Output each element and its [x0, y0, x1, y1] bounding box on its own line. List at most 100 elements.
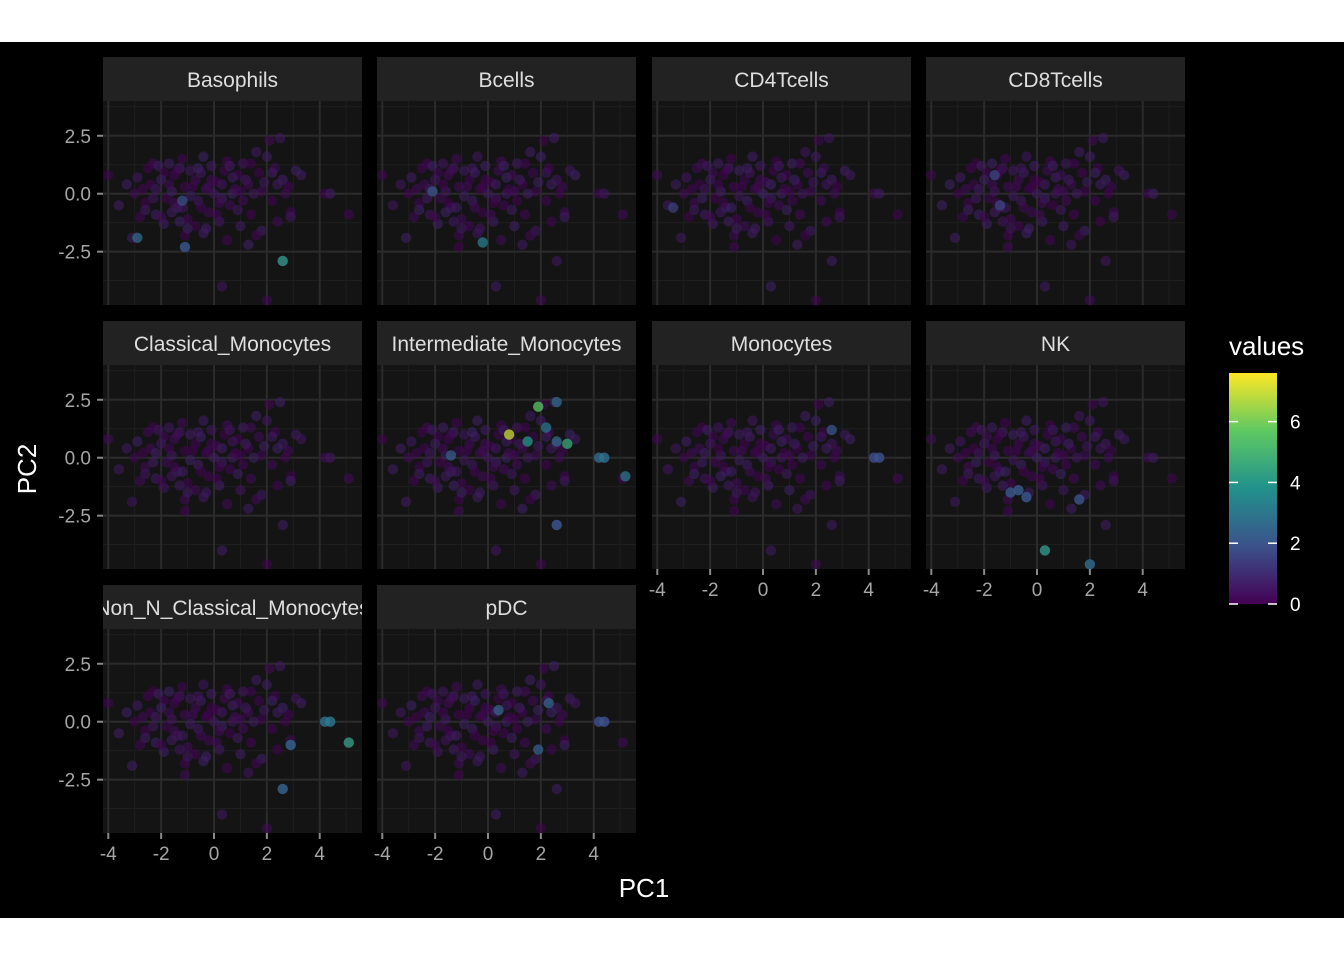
data-point: [466, 427, 478, 438]
legend-title: values: [1229, 331, 1304, 361]
x-tick-label: -4: [649, 580, 666, 601]
data-point: [501, 172, 512, 183]
data-point: [509, 484, 520, 496]
data-point: [734, 454, 745, 466]
data-point: [1076, 167, 1088, 179]
facet-strip: [652, 57, 911, 101]
data-point: [296, 433, 307, 445]
x-tick-label: 0: [483, 844, 494, 865]
data-point: [245, 209, 257, 220]
data-point: [429, 739, 441, 751]
data-point: [140, 204, 151, 216]
data-point: [535, 295, 547, 306]
data-point: [411, 447, 422, 459]
facet-strip: [377, 585, 636, 629]
data-point: [511, 686, 523, 697]
data-point: [461, 181, 473, 192]
data-point: [272, 443, 283, 454]
data-point: [198, 491, 209, 503]
facet-strip: [926, 57, 1185, 101]
data-point: [148, 457, 159, 468]
data-point: [652, 433, 663, 445]
data-point: [461, 445, 473, 456]
data-point: [253, 167, 265, 179]
data-point: [760, 473, 771, 484]
data-point: [551, 519, 562, 531]
data-point: [179, 505, 191, 517]
data-point: [530, 450, 541, 461]
data-point: [103, 433, 114, 445]
data-point: [456, 478, 467, 489]
data-point: [699, 183, 711, 195]
data-point: [936, 200, 948, 211]
data-point: [704, 174, 716, 186]
data-point: [949, 496, 961, 507]
data-point: [1068, 209, 1080, 220]
data-point: [509, 186, 520, 197]
data-point: [689, 204, 700, 216]
data-point: [266, 431, 278, 443]
data-point: [477, 207, 488, 218]
data-point: [1084, 415, 1096, 426]
data-point: [190, 220, 201, 232]
data-point: [103, 169, 114, 181]
x-tick-label: 2: [262, 844, 273, 865]
data-point: [488, 725, 499, 737]
data-point: [675, 496, 687, 507]
data-point: [952, 452, 963, 463]
data-point: [325, 188, 336, 199]
data-point: [506, 732, 517, 744]
data-point: [456, 751, 467, 762]
x-tick-label: -2: [427, 844, 444, 865]
x-tick-label: -4: [374, 844, 391, 865]
data-point: [243, 767, 254, 778]
data-point: [493, 704, 504, 716]
data-point: [155, 211, 167, 223]
data-point: [823, 396, 835, 408]
data-point: [1050, 436, 1061, 447]
data-point: [488, 197, 499, 209]
data-point: [261, 415, 273, 426]
data-point: [192, 427, 204, 438]
data-point: [198, 227, 209, 239]
data-point: [485, 209, 496, 220]
data-point: [1095, 480, 1106, 491]
data-point: [994, 200, 1006, 211]
data-point: [511, 158, 523, 169]
data-point: [760, 209, 771, 220]
data-point: [203, 709, 214, 720]
data-point: [272, 216, 283, 227]
data-point: [617, 737, 628, 748]
data-point: [736, 181, 748, 192]
data-point: [429, 211, 441, 223]
data-point: [251, 674, 262, 686]
data-point: [490, 809, 502, 820]
data-point: [554, 188, 565, 199]
y-axis-title: PC2: [12, 444, 42, 495]
data-point: [277, 255, 288, 267]
data-point: [137, 183, 148, 195]
data-point: [960, 183, 971, 195]
data-point: [1029, 160, 1040, 172]
data-point: [235, 484, 246, 496]
data-point: [1108, 475, 1119, 487]
legend-colorbar: [1229, 373, 1277, 604]
data-point: [440, 471, 451, 482]
data-point: [343, 209, 354, 220]
data-point: [190, 484, 201, 496]
data-point: [211, 209, 222, 220]
data-point: [773, 424, 785, 436]
data-point: [699, 447, 711, 459]
x-tick-label: 2: [1085, 580, 1096, 601]
data-point: [792, 239, 803, 250]
data-point: [488, 461, 499, 473]
x-tick-label: 0: [758, 580, 769, 601]
data-point: [1079, 186, 1090, 197]
data-point: [395, 443, 406, 454]
data-point: [509, 220, 520, 232]
data-point: [546, 707, 557, 718]
data-point: [1005, 214, 1016, 225]
data-point: [248, 188, 259, 199]
data-point: [1026, 471, 1037, 482]
data-point: [1148, 452, 1159, 463]
